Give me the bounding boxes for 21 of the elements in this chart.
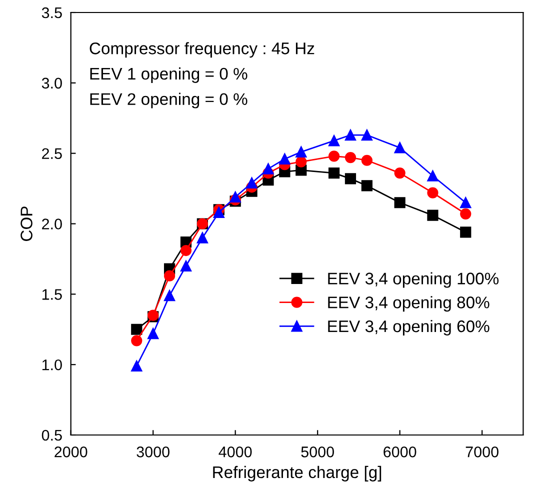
x-tick-label: 3000: [136, 446, 170, 458]
legend-label: EEV 3,4 opening 60%: [328, 320, 490, 336]
x-tick-label: 2000: [54, 446, 88, 458]
y-axis-title: COP: [20, 206, 32, 241]
legend-label: EEV 3,4 opening 80%: [328, 296, 490, 312]
x-tick-label: 5000: [301, 446, 334, 458]
annotation: EEV 2 opening = 0 %: [90, 92, 248, 108]
y-tick-label: 2.0: [42, 218, 62, 230]
y-tick-label: 2.5: [42, 148, 62, 160]
x-tick-label: 4000: [218, 446, 252, 458]
x-tick-label: 6000: [384, 446, 416, 458]
annotation: Compressor frequency : 45 Hz: [90, 42, 314, 58]
legend-label: EEV 3,4 opening 100%: [328, 272, 499, 288]
y-tick-label: 3.5: [42, 7, 62, 18]
y-tick-label: 1.5: [42, 289, 62, 300]
annotation: EEV 1 opening = 0 %: [90, 67, 248, 83]
x-tick-label: 7000: [466, 446, 498, 458]
y-tick-label: 0.5: [42, 430, 62, 441]
y-tick-label: 1.0: [42, 359, 62, 370]
x-axis-title: Refrigerante charge [g]: [213, 466, 382, 482]
y-tick-label: 3.0: [42, 78, 62, 89]
